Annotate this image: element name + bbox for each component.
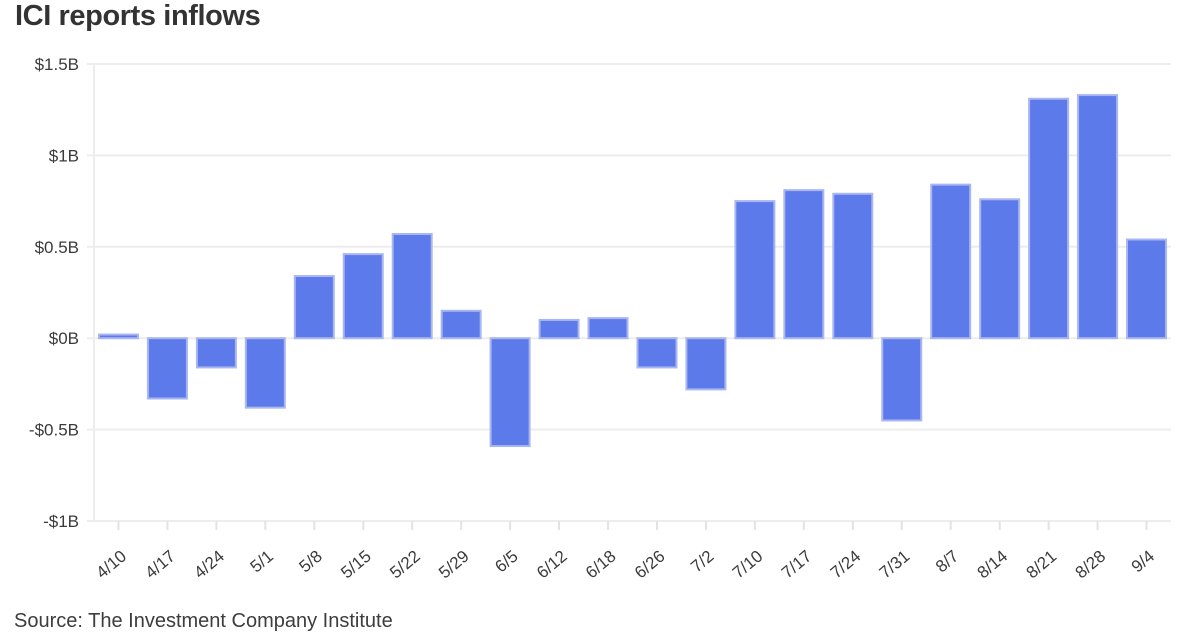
x-axis-tick-label: 5/8 (296, 547, 326, 577)
bar-7/2 (685, 337, 727, 391)
x-axis-tick-label: 6/26 (631, 547, 669, 583)
x-axis-tick-label: 6/5 (491, 547, 521, 577)
bar-4/10 (97, 333, 139, 340)
bar-7/10 (734, 200, 776, 340)
y-axis-tick-label: -$0.5B (29, 421, 79, 440)
x-axis-tick-label: 5/22 (386, 547, 424, 583)
y-axis-tick-label: $1.5B (35, 55, 79, 74)
bar-7/24 (832, 192, 874, 340)
x-axis-tick-label: 6/12 (533, 547, 571, 583)
x-axis-tick-label: 4/17 (141, 547, 179, 583)
y-axis-tick-label: $0B (49, 329, 79, 348)
y-axis-tick-label: $0.5B (35, 238, 79, 257)
bar-4/24 (195, 337, 237, 369)
bar-5/8 (293, 275, 335, 340)
bar-8/7 (930, 183, 972, 340)
x-axis-tick-label: 5/29 (435, 547, 473, 583)
bar-4/17 (146, 337, 188, 400)
x-axis-tick-label: 8/7 (932, 547, 962, 577)
x-axis-tick-label: 7/31 (876, 547, 914, 583)
bar-5/29 (440, 309, 482, 340)
bar-6/26 (636, 337, 678, 369)
bar-6/5 (489, 337, 531, 448)
bar-5/15 (342, 253, 384, 340)
bar-chart: $1.5B $1B $0.5B $0B -$0.5B -$1B 4/10 4/17 4/24 5/… (29, 55, 1171, 583)
x-axis-tick-label: 8/21 (1023, 547, 1061, 583)
bar-5/22 (391, 233, 433, 340)
bar-6/12 (538, 318, 580, 340)
bar-8/21 (1028, 97, 1070, 340)
bar-9/4 (1126, 238, 1168, 340)
chart-title: ICI reports inflows (15, 0, 261, 32)
y-axis-tick-label: $1B (49, 146, 79, 165)
x-axis-tick-label: 5/1 (247, 547, 277, 577)
bar-8/28 (1077, 94, 1119, 340)
bar-6/18 (587, 317, 629, 340)
y-axis-tick-label: -$1B (43, 512, 79, 531)
bar-5/1 (244, 337, 286, 409)
x-axis-tick-label: 7/17 (778, 547, 816, 583)
x-axis-tick-label: 7/10 (729, 547, 767, 583)
x-axis-tick-label: 7/2 (687, 547, 717, 577)
bar-7/31 (881, 337, 923, 422)
bar-7/17 (783, 189, 825, 340)
x-axis-tick-label: 4/10 (92, 547, 130, 583)
x-axis-tick-label: 9/4 (1128, 547, 1158, 577)
x-axis-tick-label: 8/28 (1072, 547, 1110, 583)
x-axis-tick-label: 7/24 (827, 547, 865, 583)
x-axis-tick-label: 4/24 (190, 547, 228, 583)
source-note: Source: The Investment Company Institute (14, 610, 393, 632)
x-axis-tick-label: 5/15 (337, 547, 375, 583)
x-axis-tick-label: 6/18 (582, 547, 620, 583)
x-axis-tick-label: 8/14 (974, 547, 1012, 583)
bar-8/14 (979, 198, 1021, 340)
